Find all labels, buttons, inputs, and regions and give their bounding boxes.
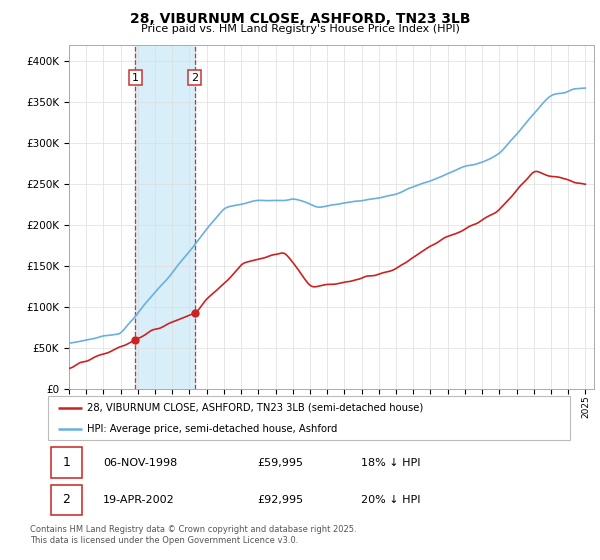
- Text: 1: 1: [62, 456, 70, 469]
- Text: 2: 2: [191, 73, 198, 83]
- Text: £59,995: £59,995: [257, 458, 303, 468]
- Text: 28, VIBURNUM CLOSE, ASHFORD, TN23 3LB: 28, VIBURNUM CLOSE, ASHFORD, TN23 3LB: [130, 12, 470, 26]
- Text: 18% ↓ HPI: 18% ↓ HPI: [361, 458, 421, 468]
- Text: 06-NOV-1998: 06-NOV-1998: [103, 458, 177, 468]
- Text: Contains HM Land Registry data © Crown copyright and database right 2025.
This d: Contains HM Land Registry data © Crown c…: [30, 525, 356, 545]
- Text: £92,995: £92,995: [257, 494, 303, 505]
- Text: 2: 2: [62, 493, 70, 506]
- Text: HPI: Average price, semi-detached house, Ashford: HPI: Average price, semi-detached house,…: [87, 424, 338, 434]
- FancyBboxPatch shape: [50, 447, 82, 478]
- Text: 20% ↓ HPI: 20% ↓ HPI: [361, 494, 421, 505]
- FancyBboxPatch shape: [50, 484, 82, 515]
- Text: Price paid vs. HM Land Registry's House Price Index (HPI): Price paid vs. HM Land Registry's House …: [140, 24, 460, 34]
- Text: 19-APR-2002: 19-APR-2002: [103, 494, 175, 505]
- Text: 1: 1: [132, 73, 139, 83]
- Text: 28, VIBURNUM CLOSE, ASHFORD, TN23 3LB (semi-detached house): 28, VIBURNUM CLOSE, ASHFORD, TN23 3LB (s…: [87, 403, 424, 413]
- FancyBboxPatch shape: [48, 396, 570, 440]
- Bar: [135, 45, 194, 389]
